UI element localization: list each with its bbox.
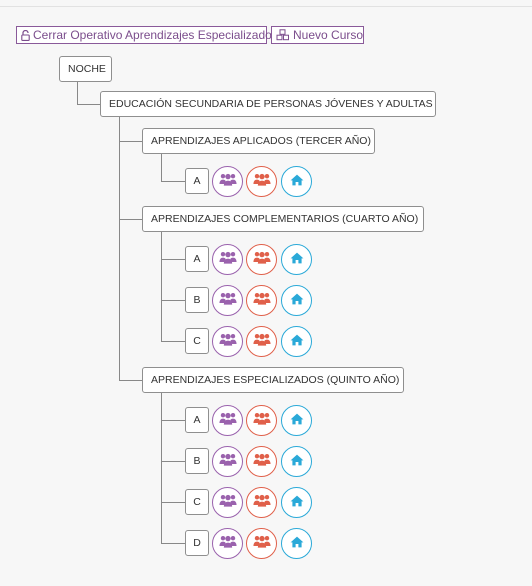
- users-icon: [252, 535, 271, 553]
- students-button[interactable]: [212, 487, 243, 518]
- users-icon: [252, 173, 271, 191]
- students-button[interactable]: [212, 446, 243, 477]
- users-icon: [218, 173, 237, 191]
- users-icon: [252, 453, 271, 471]
- division-node[interactable]: C: [185, 328, 209, 354]
- students-button[interactable]: [212, 405, 243, 436]
- home-button[interactable]: [281, 244, 312, 275]
- tree-connector: [161, 154, 162, 181]
- tree-connector: [161, 232, 162, 341]
- teachers-button[interactable]: [246, 166, 277, 197]
- students-button[interactable]: [212, 528, 243, 559]
- tree-connector: [161, 300, 185, 301]
- home-icon: [290, 333, 304, 351]
- home-button[interactable]: [281, 528, 312, 559]
- tree-connector: [77, 104, 101, 105]
- users-icon: [218, 292, 237, 310]
- teachers-button[interactable]: [246, 446, 277, 477]
- users-icon: [218, 535, 237, 553]
- tree-connector: [161, 502, 185, 503]
- users-icon: [218, 453, 237, 471]
- home-button[interactable]: [281, 166, 312, 197]
- home-icon: [290, 412, 304, 430]
- unlock-icon: [21, 29, 30, 41]
- students-button[interactable]: [212, 285, 243, 316]
- users-icon: [218, 333, 237, 351]
- home-icon: [290, 453, 304, 471]
- cubes-icon: [276, 29, 290, 41]
- teachers-button[interactable]: [246, 487, 277, 518]
- tree-connector: [161, 181, 185, 182]
- section-node[interactable]: APRENDIZAJES ESPECIALIZADOS (QUINTO AÑO): [142, 367, 404, 393]
- users-icon: [252, 333, 271, 351]
- division-node[interactable]: B: [185, 287, 209, 313]
- students-button[interactable]: [212, 166, 243, 197]
- new-course-label: Nuevo Curso: [293, 28, 364, 42]
- users-icon: [218, 251, 237, 269]
- students-button[interactable]: [212, 244, 243, 275]
- teachers-button[interactable]: [246, 326, 277, 357]
- tree-connector: [161, 420, 185, 421]
- tree-connector: [119, 141, 143, 142]
- teachers-button[interactable]: [246, 405, 277, 436]
- close-operative-button[interactable]: Cerrar Operativo Aprendizajes Especializ…: [16, 26, 278, 44]
- home-button[interactable]: [281, 285, 312, 316]
- tree-connector: [77, 82, 78, 105]
- section-node[interactable]: APRENDIZAJES COMPLEMENTARIOS (CUARTO AÑO…: [142, 206, 424, 232]
- division-node[interactable]: D: [185, 530, 209, 556]
- home-icon: [290, 173, 304, 191]
- tree-connector: [161, 393, 162, 543]
- users-icon: [252, 494, 271, 512]
- close-operative-label: Cerrar Operativo Aprendizajes Especializ…: [33, 28, 278, 42]
- home-button[interactable]: [281, 446, 312, 477]
- students-button[interactable]: [212, 326, 243, 357]
- top-bar: [0, 0, 532, 7]
- tree-connector: [161, 341, 185, 342]
- users-icon: [218, 412, 237, 430]
- teachers-button[interactable]: [246, 244, 277, 275]
- tree-connector: [119, 380, 143, 381]
- home-icon: [290, 535, 304, 553]
- tree-connector: [161, 543, 185, 544]
- home-icon: [290, 494, 304, 512]
- tree-connector: [119, 117, 120, 380]
- division-node[interactable]: B: [185, 448, 209, 474]
- section-node[interactable]: APRENDIZAJES APLICADOS (TERCER AÑO): [142, 128, 375, 154]
- tree-connector: [119, 219, 143, 220]
- home-button[interactable]: [281, 326, 312, 357]
- users-icon: [252, 412, 271, 430]
- home-icon: [290, 292, 304, 310]
- users-icon: [252, 292, 271, 310]
- division-node[interactable]: A: [185, 407, 209, 433]
- tree-connector: [161, 461, 185, 462]
- users-icon: [252, 251, 271, 269]
- division-node[interactable]: A: [185, 168, 209, 194]
- division-node[interactable]: A: [185, 246, 209, 272]
- users-icon: [218, 494, 237, 512]
- tree-connector: [161, 259, 185, 260]
- teachers-button[interactable]: [246, 285, 277, 316]
- home-button[interactable]: [281, 487, 312, 518]
- home-icon: [290, 251, 304, 269]
- home-button[interactable]: [281, 405, 312, 436]
- division-node[interactable]: C: [185, 489, 209, 515]
- level-node[interactable]: EDUCACIÓN SECUNDARIA DE PERSONAS JÓVENES…: [100, 91, 436, 117]
- new-course-button[interactable]: Nuevo Curso: [271, 26, 364, 44]
- shift-node[interactable]: NOCHE: [59, 56, 112, 82]
- teachers-button[interactable]: [246, 528, 277, 559]
